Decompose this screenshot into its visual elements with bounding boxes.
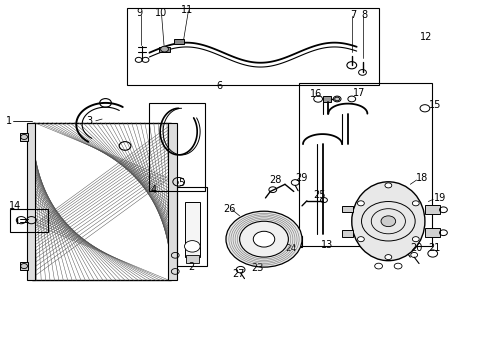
Bar [10, 209, 48, 232]
Text: 15: 15 [428, 100, 440, 110]
Bar [149, 103, 205, 191]
Text: 23: 23 [250, 263, 263, 273]
Text: 16: 16 [310, 89, 322, 99]
Text: 7: 7 [349, 10, 355, 20]
Circle shape [357, 201, 364, 206]
Text: 19: 19 [433, 193, 445, 203]
Text: 13: 13 [321, 240, 333, 250]
Circle shape [253, 231, 274, 247]
Text: 12: 12 [419, 32, 431, 41]
Text: 6: 6 [216, 81, 222, 91]
Circle shape [384, 183, 391, 188]
Text: 20: 20 [409, 243, 422, 253]
Text: 5: 5 [177, 178, 183, 188]
Bar [322, 96, 330, 102]
Circle shape [225, 211, 302, 267]
Bar [184, 202, 200, 257]
Text: 27: 27 [231, 269, 244, 279]
Bar [174, 40, 183, 44]
Text: 4: 4 [151, 185, 157, 195]
Bar [32, 123, 171, 280]
Bar [177, 187, 207, 266]
Bar [341, 206, 352, 212]
Bar [424, 228, 439, 237]
Circle shape [239, 221, 288, 257]
Ellipse shape [351, 182, 424, 261]
Circle shape [184, 240, 200, 252]
Bar [299, 83, 431, 246]
Circle shape [160, 46, 168, 52]
Text: 18: 18 [415, 173, 427, 183]
Bar [168, 123, 177, 280]
Circle shape [384, 255, 391, 260]
Circle shape [411, 237, 418, 242]
Bar [127, 8, 378, 85]
Circle shape [380, 216, 395, 226]
Text: 26: 26 [223, 204, 235, 214]
Text: 3: 3 [86, 116, 92, 126]
Text: 14: 14 [8, 201, 20, 211]
Text: 28: 28 [268, 175, 281, 185]
Bar [424, 205, 439, 214]
Bar [20, 133, 28, 141]
Bar [185, 255, 198, 263]
Text: 9: 9 [136, 8, 142, 18]
Bar [159, 46, 169, 51]
Circle shape [357, 237, 364, 242]
Text: 29: 29 [295, 173, 307, 183]
Text: 10: 10 [155, 8, 167, 18]
Bar [282, 236, 301, 247]
Text: 1: 1 [5, 116, 12, 126]
Text: 8: 8 [361, 10, 367, 20]
Text: 2: 2 [188, 262, 194, 272]
Circle shape [332, 96, 340, 102]
Text: 22: 22 [255, 223, 267, 233]
Text: 11: 11 [181, 5, 193, 15]
Text: 17: 17 [352, 88, 365, 98]
Circle shape [411, 201, 418, 206]
Bar [20, 262, 28, 270]
Text: 25: 25 [312, 190, 325, 201]
Text: 21: 21 [427, 243, 439, 253]
Bar [26, 123, 35, 280]
Text: 24: 24 [285, 244, 296, 253]
Bar [341, 230, 352, 237]
